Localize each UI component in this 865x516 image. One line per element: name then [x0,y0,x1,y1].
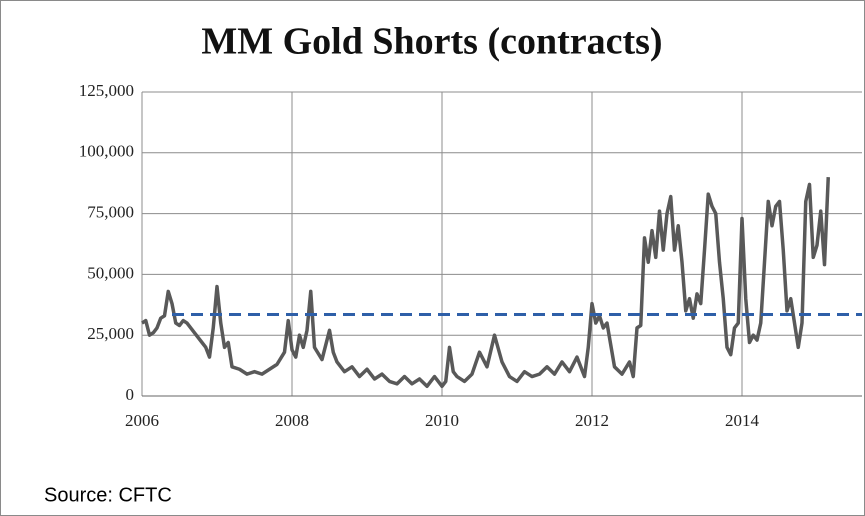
y-tick-label: 125,000 [79,81,134,100]
chart-title: MM Gold Shorts (contracts) [201,21,662,63]
source-note: Source: CFTC [44,484,172,506]
data-line [141,177,830,389]
x-tick-label: 2008 [275,411,309,430]
x-tick-label: 2014 [725,411,760,430]
y-tick-label: 50,000 [87,263,134,282]
y-tick-label: 75,000 [87,203,134,222]
y-tick-label: 100,000 [79,142,134,161]
y-tick-label: 0 [126,385,135,404]
x-tick-label: 2006 [125,411,159,430]
x-tick-label: 2010 [425,411,459,430]
x-tick-label: 2012 [575,411,609,430]
y-tick-label: 25,000 [87,324,134,343]
